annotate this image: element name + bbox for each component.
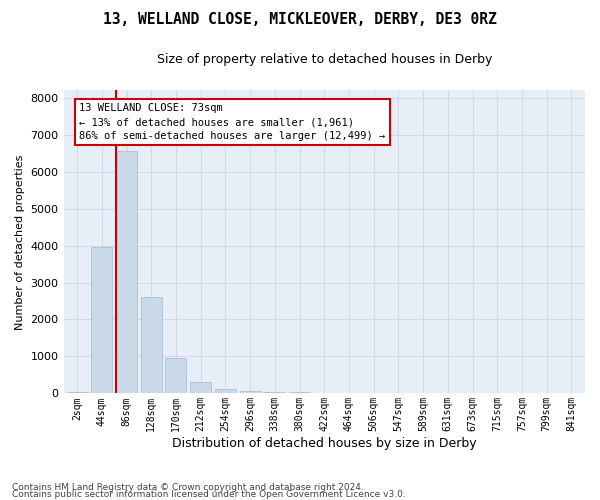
Text: Contains public sector information licensed under the Open Government Licence v3: Contains public sector information licen… bbox=[12, 490, 406, 499]
Bar bbox=[67, 392, 88, 394]
Text: Contains HM Land Registry data © Crown copyright and database right 2024.: Contains HM Land Registry data © Crown c… bbox=[12, 484, 364, 492]
Title: Size of property relative to detached houses in Derby: Size of property relative to detached ho… bbox=[157, 52, 492, 66]
Bar bbox=[91, 248, 112, 394]
Bar bbox=[141, 298, 162, 394]
Y-axis label: Number of detached properties: Number of detached properties bbox=[15, 154, 25, 330]
Bar bbox=[116, 152, 137, 394]
Text: 13 WELLAND CLOSE: 73sqm
← 13% of detached houses are smaller (1,961)
86% of semi: 13 WELLAND CLOSE: 73sqm ← 13% of detache… bbox=[79, 103, 385, 141]
X-axis label: Distribution of detached houses by size in Derby: Distribution of detached houses by size … bbox=[172, 437, 476, 450]
Bar bbox=[289, 392, 310, 394]
Bar bbox=[239, 391, 260, 394]
Bar bbox=[190, 382, 211, 394]
Bar bbox=[215, 388, 236, 394]
Text: 13, WELLAND CLOSE, MICKLEOVER, DERBY, DE3 0RZ: 13, WELLAND CLOSE, MICKLEOVER, DERBY, DE… bbox=[103, 12, 497, 28]
Bar bbox=[166, 358, 187, 394]
Bar bbox=[265, 392, 286, 394]
